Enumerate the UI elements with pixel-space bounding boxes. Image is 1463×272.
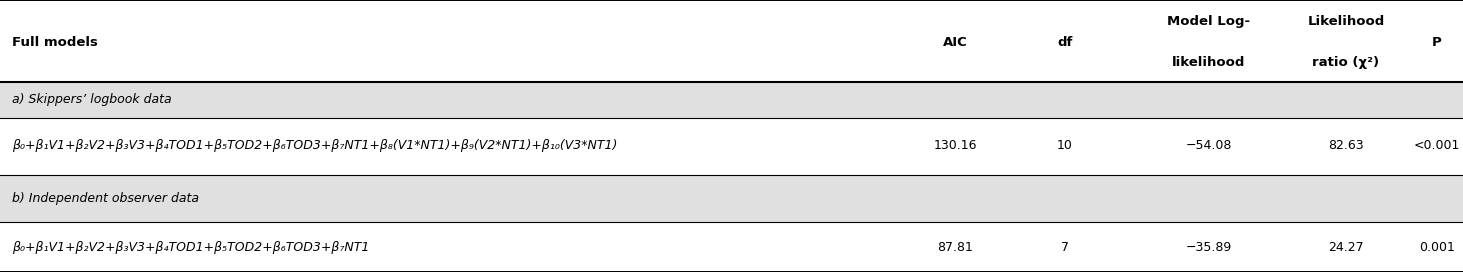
Text: ratio (χ²): ratio (χ²) <box>1312 56 1380 69</box>
Text: Model Log-: Model Log- <box>1167 15 1249 28</box>
Bar <box>0 82 1463 118</box>
Text: likelihood: likelihood <box>1172 56 1245 69</box>
Text: Likelihood: Likelihood <box>1308 15 1384 28</box>
Text: β₀+β₁V1+β₂V2+β₃V3+β₄TOD1+β₅TOD2+β₆TOD3+β₇NT1+β₈(V1*NT1)+β₉(V2*NT1)+β₁₀(V3*NT1): β₀+β₁V1+β₂V2+β₃V3+β₄TOD1+β₅TOD2+β₆TOD3+β… <box>12 139 617 152</box>
Text: df: df <box>1058 36 1072 49</box>
Text: 7: 7 <box>1061 241 1069 254</box>
Text: 0.001: 0.001 <box>1419 241 1454 254</box>
Text: 24.27: 24.27 <box>1328 241 1364 254</box>
Bar <box>0 222 1463 272</box>
Text: 82.63: 82.63 <box>1328 139 1364 152</box>
Text: 10: 10 <box>1058 139 1072 152</box>
Bar <box>0 118 1463 175</box>
Text: −54.08: −54.08 <box>1185 139 1232 152</box>
Text: b) Independent observer data: b) Independent observer data <box>12 192 199 205</box>
Text: −35.89: −35.89 <box>1185 241 1232 254</box>
Text: P: P <box>1432 36 1441 49</box>
Text: Full models: Full models <box>12 36 98 49</box>
Text: 87.81: 87.81 <box>938 241 973 254</box>
Bar <box>0 0 1463 82</box>
Text: AIC: AIC <box>944 36 967 49</box>
Text: a) Skippers’ logbook data: a) Skippers’ logbook data <box>12 93 171 106</box>
Text: <0.001: <0.001 <box>1413 139 1460 152</box>
Text: 130.16: 130.16 <box>933 139 977 152</box>
Text: β₀+β₁V1+β₂V2+β₃V3+β₄TOD1+β₅TOD2+β₆TOD3+β₇NT1: β₀+β₁V1+β₂V2+β₃V3+β₄TOD1+β₅TOD2+β₆TOD3+β… <box>12 241 369 254</box>
Bar <box>0 175 1463 222</box>
